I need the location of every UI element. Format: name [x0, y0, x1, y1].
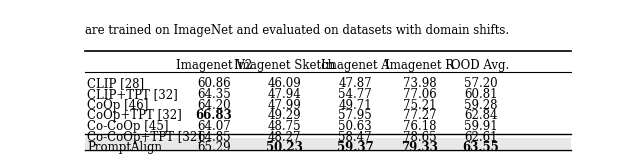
Text: Imagenet Sketch: Imagenet Sketch	[234, 59, 335, 72]
Text: Imagenet A: Imagenet A	[321, 59, 390, 72]
Text: OOD Avg.: OOD Avg.	[451, 59, 509, 72]
Text: 47.94: 47.94	[268, 88, 301, 101]
Text: 57.95: 57.95	[339, 109, 372, 122]
Text: 48.75: 48.75	[268, 120, 301, 133]
Text: Co-CoOp+TPT [32]: Co-CoOp+TPT [32]	[88, 131, 202, 144]
Text: 64.07: 64.07	[197, 120, 231, 133]
Text: 48.27: 48.27	[268, 131, 301, 144]
Text: CLIP+TPT [32]: CLIP+TPT [32]	[88, 88, 178, 101]
Text: 63.55: 63.55	[462, 141, 499, 154]
Text: 79.33: 79.33	[401, 141, 438, 154]
Text: 54.77: 54.77	[339, 88, 372, 101]
Text: 50.63: 50.63	[339, 120, 372, 133]
Text: 47.99: 47.99	[268, 99, 301, 112]
Text: 64.20: 64.20	[197, 99, 231, 112]
Text: Imagenet R: Imagenet R	[385, 59, 454, 72]
Text: 59.28: 59.28	[464, 99, 497, 112]
Text: 76.18: 76.18	[403, 120, 436, 133]
Text: 60.81: 60.81	[464, 88, 497, 101]
Text: 49.29: 49.29	[268, 109, 301, 122]
Text: 47.87: 47.87	[339, 77, 372, 90]
Text: 62.61: 62.61	[464, 131, 497, 144]
Text: 59.37: 59.37	[337, 141, 374, 154]
Text: 49.71: 49.71	[339, 99, 372, 112]
Text: 75.21: 75.21	[403, 99, 436, 112]
Text: 57.20: 57.20	[464, 77, 497, 90]
Text: 77.06: 77.06	[403, 88, 436, 101]
Text: 73.98: 73.98	[403, 77, 436, 90]
Text: 64.85: 64.85	[197, 131, 231, 144]
Text: 46.09: 46.09	[268, 77, 301, 90]
Text: are trained on ImageNet and evaluated on datasets with domain shifts.: are trained on ImageNet and evaluated on…	[85, 24, 509, 37]
Text: 50.23: 50.23	[266, 141, 303, 154]
Text: CLIP [28]: CLIP [28]	[88, 77, 145, 90]
Text: 62.84: 62.84	[464, 109, 497, 122]
Text: 66.83: 66.83	[196, 109, 232, 122]
Text: Co-CoOp [45]: Co-CoOp [45]	[88, 120, 169, 133]
Text: 59.91: 59.91	[464, 120, 497, 133]
Text: Imagenet V2: Imagenet V2	[176, 59, 252, 72]
Text: CoOp [46]: CoOp [46]	[88, 99, 149, 112]
Text: 65.29: 65.29	[197, 141, 231, 154]
Text: PromptAlign: PromptAlign	[88, 141, 163, 154]
Text: 78.65: 78.65	[403, 131, 436, 144]
Text: 58.47: 58.47	[339, 131, 372, 144]
Text: 77.27: 77.27	[403, 109, 436, 122]
FancyBboxPatch shape	[85, 138, 571, 150]
Text: 64.35: 64.35	[197, 88, 231, 101]
Text: CoOp+TPT [32]: CoOp+TPT [32]	[88, 109, 182, 122]
Text: 60.86: 60.86	[197, 77, 231, 90]
